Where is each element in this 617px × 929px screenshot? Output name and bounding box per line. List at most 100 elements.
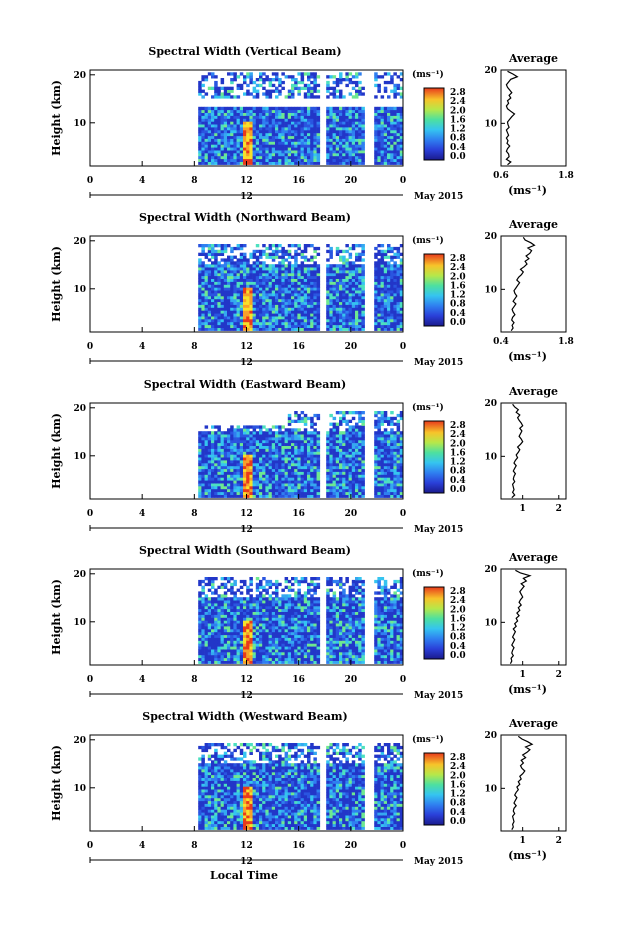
heatmap-cell — [278, 310, 282, 314]
heatmap-cell — [201, 631, 205, 636]
heatmap-cell — [387, 313, 391, 317]
heatmap-cell — [345, 448, 349, 452]
heatmap-cell — [329, 445, 333, 449]
heatmap-cell — [329, 422, 333, 426]
heatmap-cell — [399, 460, 404, 464]
heatmap-cell — [339, 89, 343, 93]
heatmap-cell — [271, 255, 276, 259]
heatmap-cell — [268, 321, 273, 326]
heatmap-cell — [217, 445, 221, 449]
heatmap-cell — [227, 488, 231, 493]
heatmap-cell — [207, 264, 212, 268]
heatmap-cell — [374, 310, 378, 314]
heatmap-cell — [214, 654, 218, 659]
heatmap-cell — [255, 324, 260, 328]
heatmap-cell — [316, 324, 321, 328]
heatmap-cell — [377, 270, 381, 274]
heatmap-cell — [287, 451, 292, 455]
heatmap-cell — [265, 121, 269, 125]
heatmap-cell — [294, 261, 298, 265]
heatmap-cell — [377, 155, 381, 160]
heatmap-cell — [383, 462, 388, 467]
heatmap-cell — [249, 284, 253, 288]
heatmap-cell — [332, 155, 337, 160]
heatmap-cell — [227, 316, 231, 320]
heatmap-cell — [361, 295, 365, 300]
heatmap-cell — [201, 316, 205, 320]
heatmap-cell — [390, 437, 394, 441]
heatmap-cell — [335, 462, 340, 467]
heatmap-cell — [300, 313, 305, 317]
heatmap-cell — [252, 150, 257, 154]
heatmap-cell — [355, 485, 359, 490]
heatmap-cell — [204, 92, 209, 96]
heatmap-cell — [246, 321, 250, 326]
heatmap-cell — [291, 419, 295, 423]
heatmap-cell — [211, 591, 215, 595]
heatmap-cell — [342, 445, 346, 449]
heatmap-cell — [239, 72, 244, 76]
heatmap-cell — [348, 147, 353, 151]
heatmap-cell — [259, 112, 263, 116]
heatmap-cell — [303, 298, 308, 303]
heatmap-cell — [326, 307, 330, 311]
heatmap-cell — [268, 161, 273, 165]
heatmap-cell — [265, 485, 269, 490]
heatmap-cell — [307, 147, 311, 151]
heatmap-cell — [307, 321, 311, 326]
heatmap-cell — [396, 144, 401, 148]
heatmap-cell — [339, 72, 343, 76]
heatmap-cell — [239, 310, 244, 314]
heatmap-cell — [217, 483, 221, 487]
heatmap-cell — [271, 264, 276, 268]
heatmap-cell — [335, 488, 340, 493]
heatmap-cell — [294, 272, 298, 277]
heatmap-cell — [268, 327, 273, 331]
heatmap-cell — [227, 588, 231, 592]
heatmap-cell — [291, 158, 295, 162]
heatmap-cell — [387, 324, 391, 328]
heatmap-cell — [281, 471, 285, 475]
heatmap-cell — [303, 454, 308, 458]
heatmap-cell — [249, 437, 253, 441]
heatmap-cell — [342, 307, 346, 311]
heatmap-cell — [345, 483, 349, 487]
heatmap-cell — [284, 295, 289, 300]
heatmap-cell — [310, 457, 314, 461]
heatmap-cell — [393, 121, 397, 125]
heatmap-cell — [220, 483, 225, 487]
heatmap-cell — [236, 474, 241, 478]
heatmap-cell — [335, 95, 340, 99]
heatmap-cell — [300, 454, 305, 458]
heatmap-cell — [339, 304, 343, 308]
heatmap-cell — [259, 132, 263, 137]
heatmap-cell — [236, 488, 241, 493]
heatmap-cell — [351, 316, 356, 320]
heatmap-cell — [374, 124, 378, 128]
heatmap-cell — [297, 437, 301, 441]
heatmap-cell — [329, 480, 333, 484]
heatmap-cell — [307, 457, 311, 461]
heatmap-cell — [313, 158, 317, 162]
heatmap-cell — [246, 287, 250, 291]
heatmap-cell — [211, 150, 215, 154]
heatmap-cell — [313, 281, 317, 285]
heatmap-cell — [396, 454, 401, 458]
heatmap-cell — [271, 281, 276, 285]
heatmap-cell — [332, 416, 337, 421]
heatmap-cell — [287, 454, 292, 458]
heatmap-cell — [374, 474, 378, 478]
colorbar — [423, 420, 445, 494]
heatmap-cell — [217, 660, 221, 664]
heatmap-cell — [227, 654, 231, 659]
heatmap-cell — [326, 112, 330, 116]
heatmap-cell — [268, 287, 273, 291]
heatmap-cell — [326, 86, 330, 90]
heatmap-cell — [377, 416, 381, 421]
heatmap-cell — [345, 422, 349, 426]
heatmap-cell — [243, 310, 247, 314]
heatmap-cell — [303, 278, 308, 282]
heatmap-cell — [383, 284, 388, 288]
heatmap-cell — [198, 138, 202, 142]
heatmap-cell — [313, 494, 317, 498]
